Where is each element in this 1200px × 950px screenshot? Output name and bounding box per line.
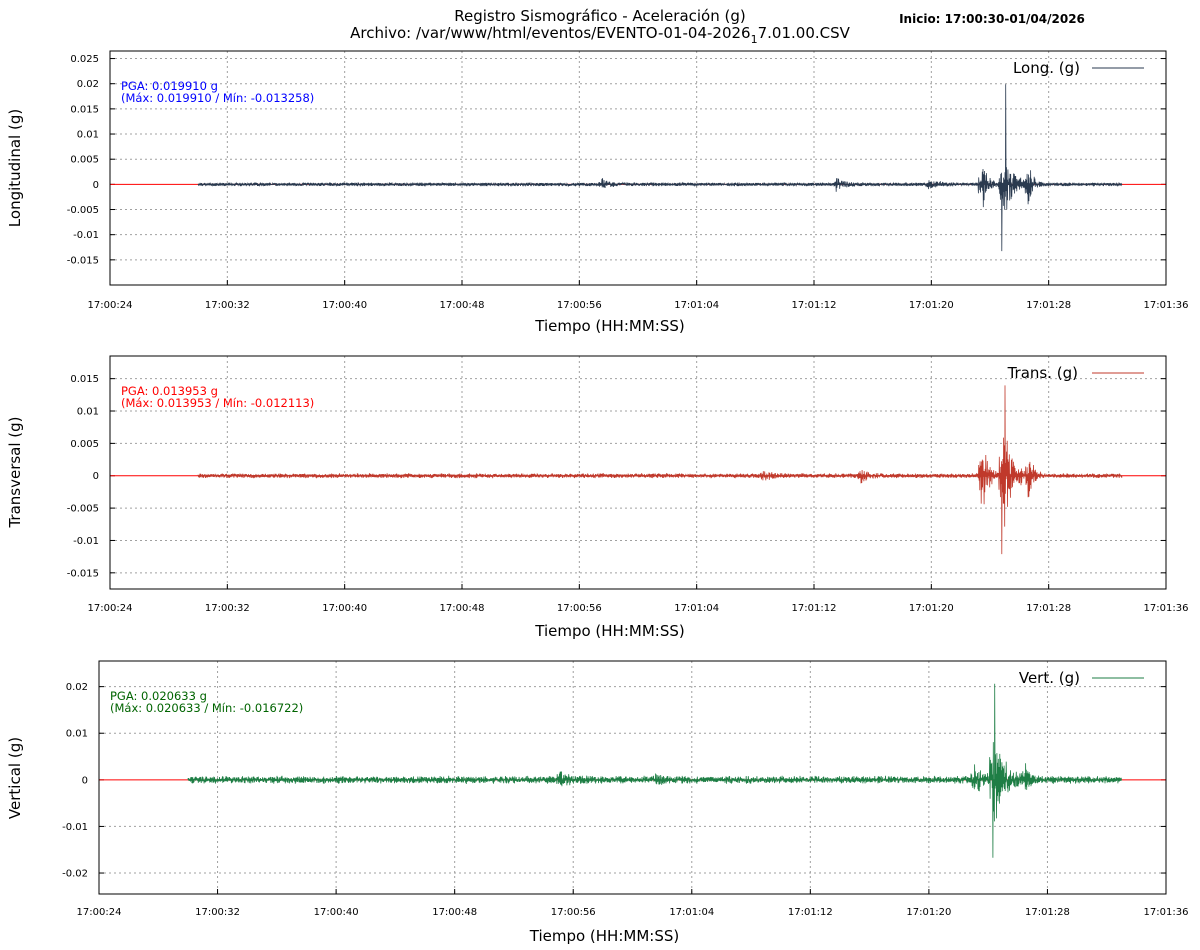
y-axis-label: Longitudinal (g): [6, 109, 24, 227]
x-tick-label: 17:00:56: [551, 907, 596, 918]
x-tick-label: 17:00:48: [440, 603, 485, 614]
max-min-annotation: (Máx: 0.020633 / Mín: -0.016722): [110, 701, 303, 715]
chart-panel: 17:00:24 17:00:32 17:00:40 17:00:48 17:00:56…: [6, 50, 1189, 335]
x-tick-label: 17:01:36: [1144, 300, 1189, 311]
x-tick-label: 17:00:40: [322, 300, 367, 311]
y-tick-label: -0.015: [67, 568, 99, 579]
x-tick-label: 17:00:48: [440, 300, 485, 311]
y-tick-label: 0.02: [77, 79, 99, 90]
x-axis-label: Tiempo (HH:MM:SS): [534, 317, 684, 335]
x-tick-label: 17:00:56: [557, 603, 602, 614]
y-tick-label: 0.025: [70, 54, 99, 65]
legend-label: Long. (g): [1013, 59, 1080, 77]
x-tick-label: 17:01:12: [792, 603, 837, 614]
x-tick-label: 17:01:20: [906, 907, 951, 918]
x-tick-label: 17:00:32: [205, 603, 250, 614]
x-axis-label: Tiempo (HH:MM:SS): [529, 927, 679, 945]
series-line: [197, 84, 1123, 252]
x-tick-label: 17:00:24: [88, 603, 133, 614]
pga-annotation: PGA: 0.019910 g: [121, 79, 218, 93]
y-tick-label: 0.015: [70, 374, 99, 385]
plot-frame: [109, 50, 1167, 286]
max-min-annotation: (Máx: 0.013953 / Mín: -0.012113): [121, 396, 314, 410]
figure-title: Registro Sismográfico - Aceleración (g): [454, 7, 745, 25]
y-tick-label: 0: [93, 180, 99, 191]
y-tick-label: -0.01: [73, 230, 99, 241]
y-axis-label: Transversal (g): [6, 416, 24, 528]
file-path-subscript: 1: [751, 33, 758, 46]
file-path-prefix: Archivo: /var/www/html/eventos/EVENTO-01…: [350, 24, 751, 42]
chart-panel: 17:00:24 17:00:32 17:00:40 17:00:48 17:00:56…: [6, 660, 1189, 945]
x-tick-label: 17:01:04: [669, 907, 714, 918]
x-tick-label: 17:01:12: [792, 300, 837, 311]
y-tick-label: -0.005: [67, 504, 99, 515]
x-tick-label: 17:01:04: [674, 300, 719, 311]
series-line: [197, 385, 1123, 555]
x-tick-label: 17:00:24: [77, 907, 122, 918]
y-tick-label: 0: [82, 775, 88, 786]
x-tick-label: 17:00:24: [88, 300, 133, 311]
x-tick-label: 17:01:36: [1144, 907, 1189, 918]
y-tick-label: 0.01: [77, 130, 99, 141]
y-tick-label: 0.005: [70, 439, 99, 450]
y-tick-label: -0.01: [62, 822, 88, 833]
y-tick-label: 0.01: [77, 407, 99, 418]
y-tick-label: 0.01: [66, 729, 88, 740]
plot-frame: [98, 660, 1167, 895]
legend-label: Vert. (g): [1019, 669, 1080, 687]
x-tick-label: 17:00:32: [205, 300, 250, 311]
max-min-annotation: (Máx: 0.019910 / Mín: -0.013258): [121, 91, 314, 105]
x-tick-label: 17:00:48: [432, 907, 477, 918]
series-line: [187, 683, 1122, 858]
y-tick-label: -0.015: [67, 255, 99, 266]
legend-label: Trans. (g): [1007, 364, 1078, 382]
pga-annotation: PGA: 0.013953 g: [121, 384, 218, 398]
x-tick-label: 17:00:56: [557, 300, 602, 311]
chart-panel: 17:00:24 17:00:32 17:00:40 17:00:48 17:00:56…: [6, 355, 1189, 640]
file-path-suffix: 7.01.00.CSV: [758, 24, 851, 42]
y-tick-label: 0.005: [70, 155, 99, 166]
x-tick-label: 17:00:40: [314, 907, 359, 918]
x-tick-label: 17:01:28: [1026, 603, 1071, 614]
x-tick-label: 17:01:28: [1026, 300, 1071, 311]
x-axis-label: Tiempo (HH:MM:SS): [534, 622, 684, 640]
y-tick-label: -0.02: [62, 869, 88, 880]
plot-frame: [109, 355, 1167, 590]
pga-annotation: PGA: 0.020633 g: [110, 689, 207, 703]
x-tick-label: 17:01:04: [674, 603, 719, 614]
x-tick-label: 17:01:20: [909, 300, 954, 311]
y-axis-label: Vertical (g): [6, 737, 24, 819]
x-tick-label: 17:00:40: [322, 603, 367, 614]
x-tick-label: 17:01:28: [1025, 907, 1070, 918]
y-tick-label: -0.01: [73, 536, 99, 547]
y-tick-label: 0.015: [70, 104, 99, 115]
x-tick-label: 17:01:12: [788, 907, 833, 918]
start-time-label: Inicio: 17:00:30-01/04/2026: [899, 12, 1085, 26]
y-tick-label: -0.005: [67, 205, 99, 216]
y-tick-label: 0: [93, 471, 99, 482]
x-tick-label: 17:01:36: [1144, 603, 1189, 614]
plot-area: [110, 51, 1166, 285]
x-tick-label: 17:01:20: [909, 603, 954, 614]
chart-panels: 17:00:24 17:00:32 17:00:40 17:00:48 17:00:56…: [6, 50, 1189, 945]
x-tick-label: 17:00:32: [195, 907, 240, 918]
file-path-label: Archivo: /var/www/html/eventos/EVENTO-01…: [350, 24, 851, 46]
y-tick-label: 0.02: [66, 682, 88, 693]
